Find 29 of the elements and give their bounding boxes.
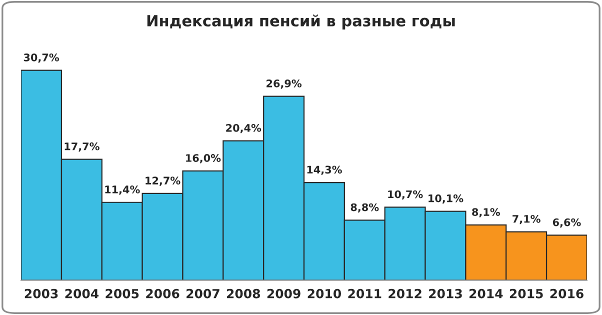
data-label: 30,7% bbox=[24, 54, 60, 63]
x-tick-label: 2007 bbox=[186, 288, 220, 298]
data-label: 16,0% bbox=[186, 154, 221, 164]
x-tick-label: 2016 bbox=[550, 288, 584, 298]
x-tick-label: 2003 bbox=[24, 288, 58, 298]
chart-title: Индексация пенсий в разные годы bbox=[147, 14, 455, 30]
data-label: 8,8% bbox=[350, 203, 379, 213]
x-tick-label: 2014 bbox=[469, 288, 503, 298]
x-tick-label: 2006 bbox=[146, 288, 180, 298]
x-tick-label: 2009 bbox=[267, 288, 300, 298]
data-label: 7,1% bbox=[512, 214, 540, 224]
x-tick-label: 2005 bbox=[106, 288, 139, 298]
x-tick-label: 2011 bbox=[348, 288, 382, 298]
data-label: 20,4% bbox=[226, 124, 262, 134]
x-tick-label: 2004 bbox=[65, 288, 99, 298]
data-label: 6,6% bbox=[552, 218, 581, 228]
data-label: 17,7% bbox=[64, 142, 100, 152]
x-tick-label: 2012 bbox=[388, 288, 422, 298]
x-tick-label: 2010 bbox=[308, 288, 342, 298]
data-label: 12,7% bbox=[146, 176, 180, 186]
data-label: 14,3% bbox=[307, 166, 342, 175]
data-label: 10,7% bbox=[388, 190, 423, 200]
x-tick-label: 2013 bbox=[429, 288, 462, 298]
x-tick-label: 2015 bbox=[510, 288, 543, 298]
data-label: 10,1% bbox=[428, 194, 464, 204]
x-tick-label: 2008 bbox=[226, 288, 260, 298]
data-label: 26,9% bbox=[266, 80, 302, 89]
data-label: 11,4% bbox=[105, 186, 140, 195]
data-label: 8,1% bbox=[472, 208, 500, 218]
